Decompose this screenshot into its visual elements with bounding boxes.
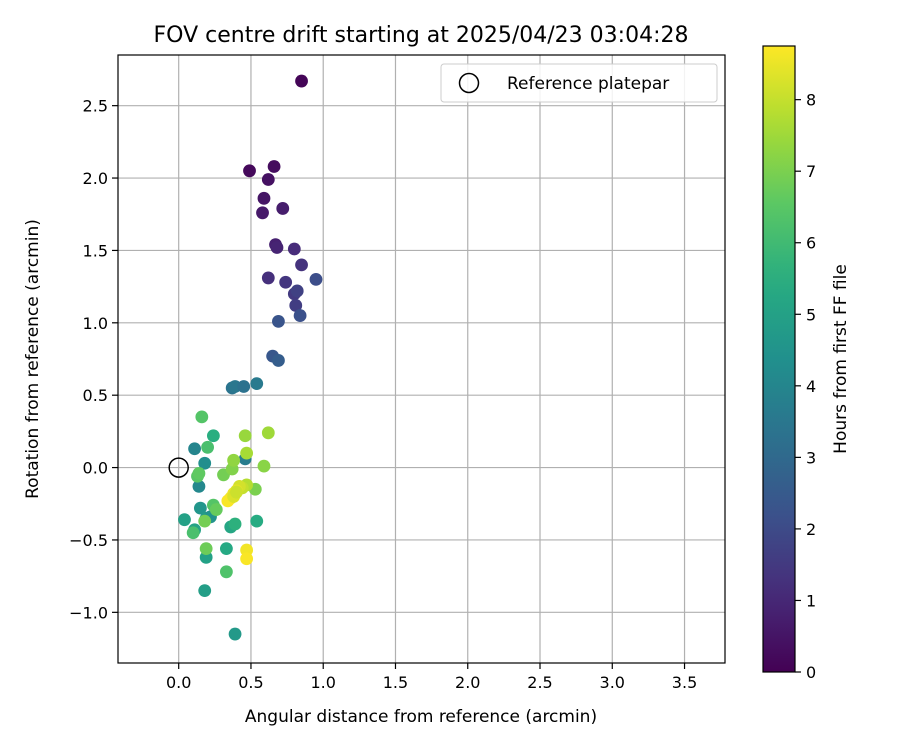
x-tick-label: 2.0: [455, 673, 480, 692]
data-point: [198, 456, 212, 470]
data-point: [279, 275, 293, 289]
colorbar-tick-label: 5: [806, 305, 816, 324]
data-point: [228, 627, 242, 641]
y-axis-label: Rotation from reference (arcmin): [23, 219, 43, 499]
data-point: [270, 241, 284, 254]
data-point: [250, 514, 264, 528]
data-point: [192, 466, 206, 480]
data-point: [186, 526, 200, 540]
colorbar-tick-label: 1: [806, 591, 816, 610]
data-point: [240, 552, 254, 566]
colorbar-tick-label: 0: [806, 663, 816, 682]
data-point: [272, 314, 285, 328]
data-point: [195, 410, 209, 424]
x-tick-label: 3.5: [672, 673, 697, 692]
data-point: [219, 565, 233, 579]
data-point: [209, 503, 223, 516]
data-point: [272, 354, 285, 367]
plot-frame: [117, 54, 726, 664]
x-tick-label: 0.0: [166, 673, 191, 692]
x-axis-ticks: 0.0 0.5 1.0 1.5 2.0 2.5 3.0 3.5: [166, 663, 697, 692]
data-point: [289, 299, 303, 312]
data-point: [206, 429, 220, 443]
data-point: [178, 513, 191, 527]
legend-label: Reference platepar: [507, 74, 669, 94]
data-point: [243, 164, 256, 178]
data-point: [230, 485, 243, 499]
data-point: [267, 160, 281, 173]
colorbar-tick-label: 4: [806, 377, 816, 396]
data-point: [257, 459, 271, 473]
data-point: [293, 309, 307, 322]
data-point: [309, 272, 323, 286]
legend: Reference platepar: [440, 63, 718, 103]
chart-title: FOV centre drift starting at 2025/04/23 …: [154, 23, 689, 48]
colorbar-tick-label: 7: [806, 162, 816, 181]
colorbar-label: Hours from first FF file: [831, 264, 851, 454]
scatter-points: [178, 74, 323, 641]
data-point: [201, 440, 215, 454]
colorbar-ticks: 0 1 2 3 4 5 6 7 8: [795, 91, 816, 682]
x-tick-label: 1.0: [310, 673, 335, 692]
data-point: [188, 442, 201, 456]
data-point: [295, 74, 308, 88]
data-point: [276, 202, 290, 215]
legend-box: [440, 63, 718, 103]
data-point: [287, 242, 301, 256]
colorbar-tick-label: 6: [806, 234, 816, 253]
legend-marker-icon: [458, 72, 480, 94]
y-tick-label: 0.5: [83, 386, 108, 405]
colorbar: [762, 45, 796, 673]
data-point: [198, 584, 212, 598]
data-point: [237, 380, 251, 393]
data-point: [238, 429, 252, 443]
data-point: [261, 426, 275, 440]
data-point: [198, 514, 212, 528]
data-point: [199, 542, 213, 556]
y-tick-label: 0.0: [83, 459, 108, 478]
y-tick-label: −1.0: [69, 603, 108, 622]
data-point: [227, 453, 241, 467]
data-point: [219, 542, 233, 556]
data-point: [290, 284, 304, 298]
x-tick-label: 1.5: [383, 673, 408, 692]
y-tick-label: 2.5: [83, 97, 108, 116]
y-tick-label: 2.0: [83, 169, 108, 188]
data-point: [256, 206, 269, 220]
x-axis-label: Angular distance from reference (arcmin): [245, 707, 597, 727]
colorbar-tick-label: 8: [806, 91, 816, 110]
x-tick-label: 0.5: [238, 673, 263, 692]
y-tick-label: 1.5: [83, 241, 108, 260]
y-tick-label: −0.5: [69, 531, 108, 550]
grid: [118, 55, 725, 663]
reference-marker: [168, 457, 189, 478]
data-point: [261, 173, 275, 186]
x-tick-label: 2.5: [527, 673, 552, 692]
data-point: [250, 377, 264, 391]
reference-marker-layer: [168, 457, 189, 478]
data-point: [295, 258, 308, 272]
data-point: [193, 501, 207, 515]
data-point: [261, 271, 275, 285]
data-point: [257, 191, 271, 205]
colorbar-tick-label: 3: [806, 448, 816, 467]
data-point: [240, 446, 254, 460]
colorbar-tick-label: 2: [806, 520, 816, 539]
data-point: [192, 479, 206, 493]
y-tick-label: 1.0: [83, 314, 108, 333]
x-tick-label: 3.0: [600, 673, 625, 692]
data-point: [228, 517, 242, 531]
y-axis-ticks: −1.0 −0.5 0.0 0.5 1.0 1.5 2.0 2.5: [69, 97, 118, 622]
